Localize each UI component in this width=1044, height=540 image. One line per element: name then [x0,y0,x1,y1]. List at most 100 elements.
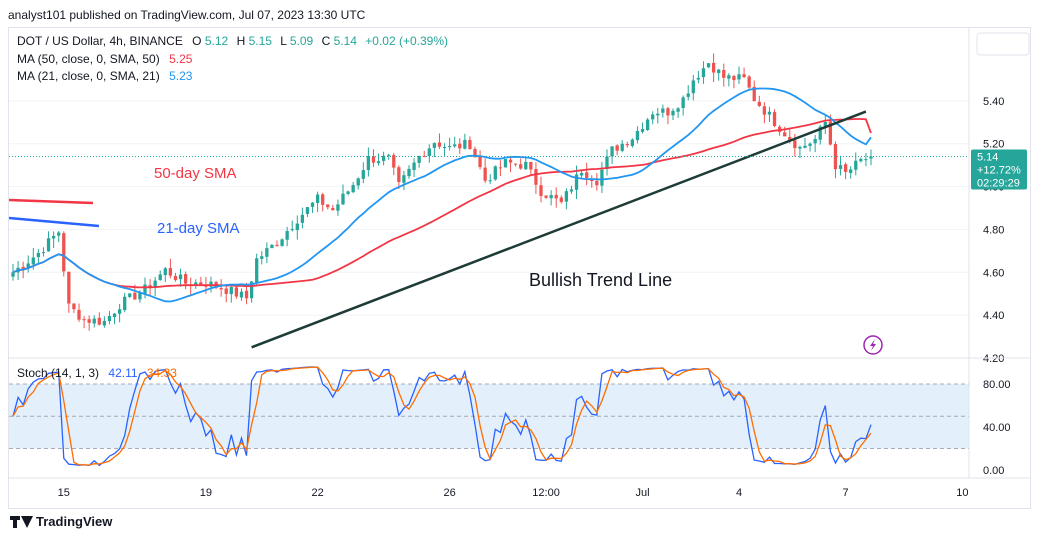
stoch-d-line [12,366,872,466]
candle-body [194,282,198,286]
time-tick-label: 19 [200,487,212,499]
candle-body [442,146,447,148]
low-value: 5.09 [290,34,314,48]
close-value: 5.14 [334,34,358,48]
candle-body [36,252,41,258]
candle-body [427,148,431,157]
time-tick-label: 22 [311,487,323,499]
open-label: O [192,34,201,48]
candle-body [483,167,487,181]
open-value: 5.12 [205,34,229,48]
svg-text:MA (21, close, 0, SMA, 21): MA (21, close, 0, SMA, 21) 5.23 [17,69,193,83]
candle-body [432,143,437,148]
time-tick-label: 12:00 [532,487,560,499]
candle-body [285,231,289,240]
candle-body [793,140,797,149]
candle-body [402,175,406,183]
chart-canvas[interactable]: 5.405.205.004.804.604.404.20 80.0040.000… [8,28,1030,508]
time-tick-label: 7 [843,487,849,499]
tradingview-brand[interactable]: TradingView [10,514,112,529]
price-tick-label: 4.60 [983,267,1004,279]
candle-body [701,68,706,78]
candle-body [473,148,477,158]
candle-body [615,145,619,151]
candle-body [564,191,569,202]
ma50-line [12,118,872,289]
stoch-k-value: 42.11 [108,366,137,380]
candle-body [823,121,827,127]
change-value: +0.02 (+0.39%) [365,34,448,48]
candle-body [569,189,574,192]
candle-body [498,167,503,169]
candle-body [62,233,66,272]
candle-body [310,202,315,207]
candle-body [168,268,173,276]
publisher-line: analyst101 published on TradingView.com,… [8,8,366,22]
bar-countdown: 02:29:29 [977,178,1020,190]
candle-body [767,111,772,115]
last-price-badge [971,149,1027,190]
tradingview-logo-icon [10,515,33,528]
candle-body [407,168,411,177]
candle-body [539,185,543,196]
candle-body [123,296,127,311]
candle-body [762,106,767,115]
candle-body [336,204,340,211]
candle-body [351,185,355,193]
candle-body [31,257,35,265]
price-scale-button[interactable] [976,32,1030,56]
candle-body [711,62,716,73]
candle-body [275,244,279,247]
candle-body [691,80,695,94]
candle-body [803,145,807,148]
candle-body [112,313,117,318]
candle-body [11,272,15,277]
lightning-icon[interactable] [863,335,883,355]
candle-body [102,320,107,326]
candle-body [295,223,299,231]
candle-body [163,268,167,276]
candle-body [422,156,426,158]
candle-body [813,138,817,144]
candle-body [661,108,665,113]
candle-body [635,130,640,141]
candle-body [671,110,675,116]
ma50-legend-label: MA (50, close, 0, SMA, 50) [17,52,160,66]
candle-body [260,256,264,259]
candle-body [519,164,523,169]
candle-body [21,266,25,269]
candle-body [524,161,528,170]
candle-body [732,76,736,81]
candle-body [437,142,442,147]
candle-body [178,274,183,280]
time-tick-label: 15 [58,487,70,499]
candle-body [859,158,863,162]
candle-body [143,284,147,294]
candle-body [869,156,873,159]
candle-body [788,136,792,141]
candle-body [559,197,563,202]
low-label: L [280,34,287,48]
ma21-legend-value: 5.23 [169,69,193,83]
candle-body [742,74,746,78]
candle-body [833,144,838,170]
candle-body [57,232,61,236]
candle-body [722,69,726,78]
candle-body [463,139,467,149]
time-tick-label: 4 [736,487,742,499]
candle-body [300,214,305,223]
candle-body [828,121,833,145]
candle-body [158,274,162,280]
candle-body [67,271,71,304]
stoch-d-value: 34.33 [147,366,177,380]
candle-body [458,143,462,149]
candle-body [447,145,452,147]
bullish-trend-line [251,110,867,349]
candle-body [92,318,96,324]
candle-body [72,303,76,310]
candle-body [392,155,396,168]
candle-body [290,228,294,231]
ma50-legend-value: 5.25 [169,52,193,66]
candle-body [645,119,650,131]
candle-body [849,169,853,173]
